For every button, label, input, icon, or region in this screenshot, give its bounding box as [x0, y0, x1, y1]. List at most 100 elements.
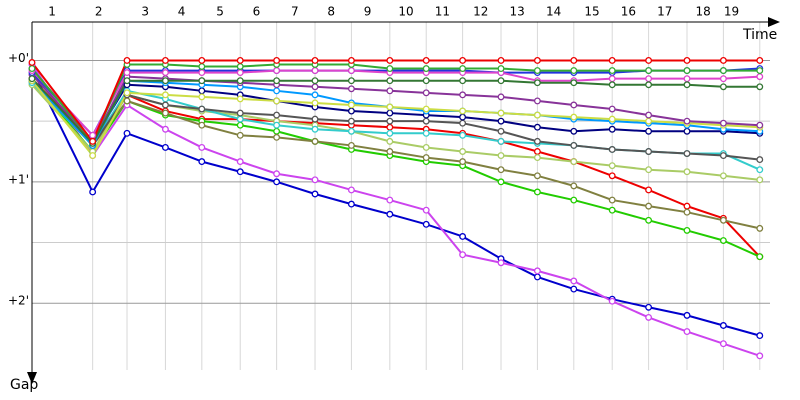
data-point — [422, 89, 430, 97]
data-point — [386, 109, 394, 117]
series-line — [31, 63, 761, 357]
data-point — [608, 67, 616, 75]
data-point — [311, 137, 319, 145]
data-point — [347, 101, 355, 109]
data-point — [683, 150, 691, 157]
data-point — [28, 75, 36, 83]
data-point — [198, 57, 206, 64]
data-point — [273, 97, 281, 105]
series-line — [31, 73, 760, 143]
data-point — [719, 216, 727, 224]
x-tick-label: 6 — [253, 5, 261, 19]
data-point — [198, 63, 206, 70]
data-point — [161, 69, 169, 77]
data-point — [123, 57, 131, 64]
x-tick-label: 14 — [546, 5, 561, 19]
data-point — [123, 77, 131, 85]
data-point — [311, 99, 319, 107]
data-point — [386, 87, 394, 95]
data-point — [422, 206, 430, 214]
data-point — [719, 119, 727, 127]
series-line — [31, 77, 760, 145]
x-tick-label: 17 — [657, 5, 672, 19]
series-line — [31, 79, 760, 147]
series-line — [31, 79, 760, 143]
data-point — [198, 93, 206, 101]
data-point — [533, 57, 541, 64]
data-point — [570, 277, 578, 285]
data-point — [236, 109, 244, 117]
data-point — [198, 105, 206, 113]
data-point — [236, 57, 244, 64]
data-point — [89, 152, 97, 159]
data-point — [533, 79, 541, 87]
x-axis-arrow — [768, 17, 780, 27]
data-point — [89, 131, 97, 139]
data-point — [683, 81, 691, 89]
data-point — [719, 340, 727, 348]
data-point — [533, 97, 541, 105]
data-point — [570, 196, 578, 204]
data-point — [608, 125, 616, 133]
data-point — [683, 117, 691, 125]
data-point — [756, 121, 764, 129]
data-point — [608, 57, 616, 64]
data-point — [347, 77, 355, 85]
x-tick-label: 18 — [696, 5, 711, 19]
data-point — [123, 69, 131, 77]
series-line — [31, 68, 761, 337]
data-point — [311, 57, 319, 64]
data-point — [533, 123, 541, 131]
data-point — [497, 109, 505, 117]
x-tick-label: 7 — [291, 5, 299, 19]
data-point — [533, 273, 541, 281]
data-point — [570, 182, 578, 190]
data-point — [459, 119, 467, 127]
series-line — [31, 80, 760, 157]
x-tick-label: 1 — [48, 5, 56, 19]
data-point — [198, 121, 206, 129]
data-point — [311, 67, 319, 75]
data-point — [683, 168, 691, 176]
data-point — [198, 69, 206, 77]
x-tick-label: 13 — [510, 5, 525, 19]
data-point — [570, 158, 578, 166]
data-point — [570, 285, 578, 293]
series-line — [31, 80, 761, 230]
data-point — [273, 57, 281, 64]
x-tick-label: 15 — [584, 5, 599, 19]
x-tick-label: 8 — [327, 5, 335, 19]
data-point — [608, 162, 616, 170]
data-point — [386, 117, 394, 125]
data-point — [386, 57, 394, 64]
data-point — [273, 87, 281, 95]
data-point — [273, 127, 281, 135]
data-point — [459, 251, 467, 259]
data-point — [422, 144, 430, 151]
data-point — [347, 107, 355, 115]
y-tick-label: +2' — [8, 294, 29, 308]
data-point — [89, 188, 97, 196]
data-point — [161, 57, 169, 64]
data-point — [459, 158, 467, 166]
data-point — [236, 131, 244, 139]
data-point — [273, 121, 281, 129]
data-point — [719, 75, 727, 83]
data-point — [645, 67, 653, 75]
data-point — [533, 148, 541, 155]
data-point — [533, 188, 541, 196]
x-tick-label: 12 — [473, 5, 488, 19]
data-point — [683, 202, 691, 210]
data-point — [608, 75, 616, 83]
data-point — [497, 93, 505, 101]
data-point — [719, 237, 727, 244]
data-point — [645, 186, 653, 194]
x-tick-label: 4 — [178, 5, 186, 19]
series-line — [31, 63, 760, 143]
y-tick-label: +0' — [8, 51, 29, 65]
data-point — [756, 156, 764, 164]
x-tick-label: 11 — [435, 5, 450, 19]
data-point — [608, 115, 616, 123]
grid — [31, 22, 770, 370]
data-point — [422, 117, 430, 125]
